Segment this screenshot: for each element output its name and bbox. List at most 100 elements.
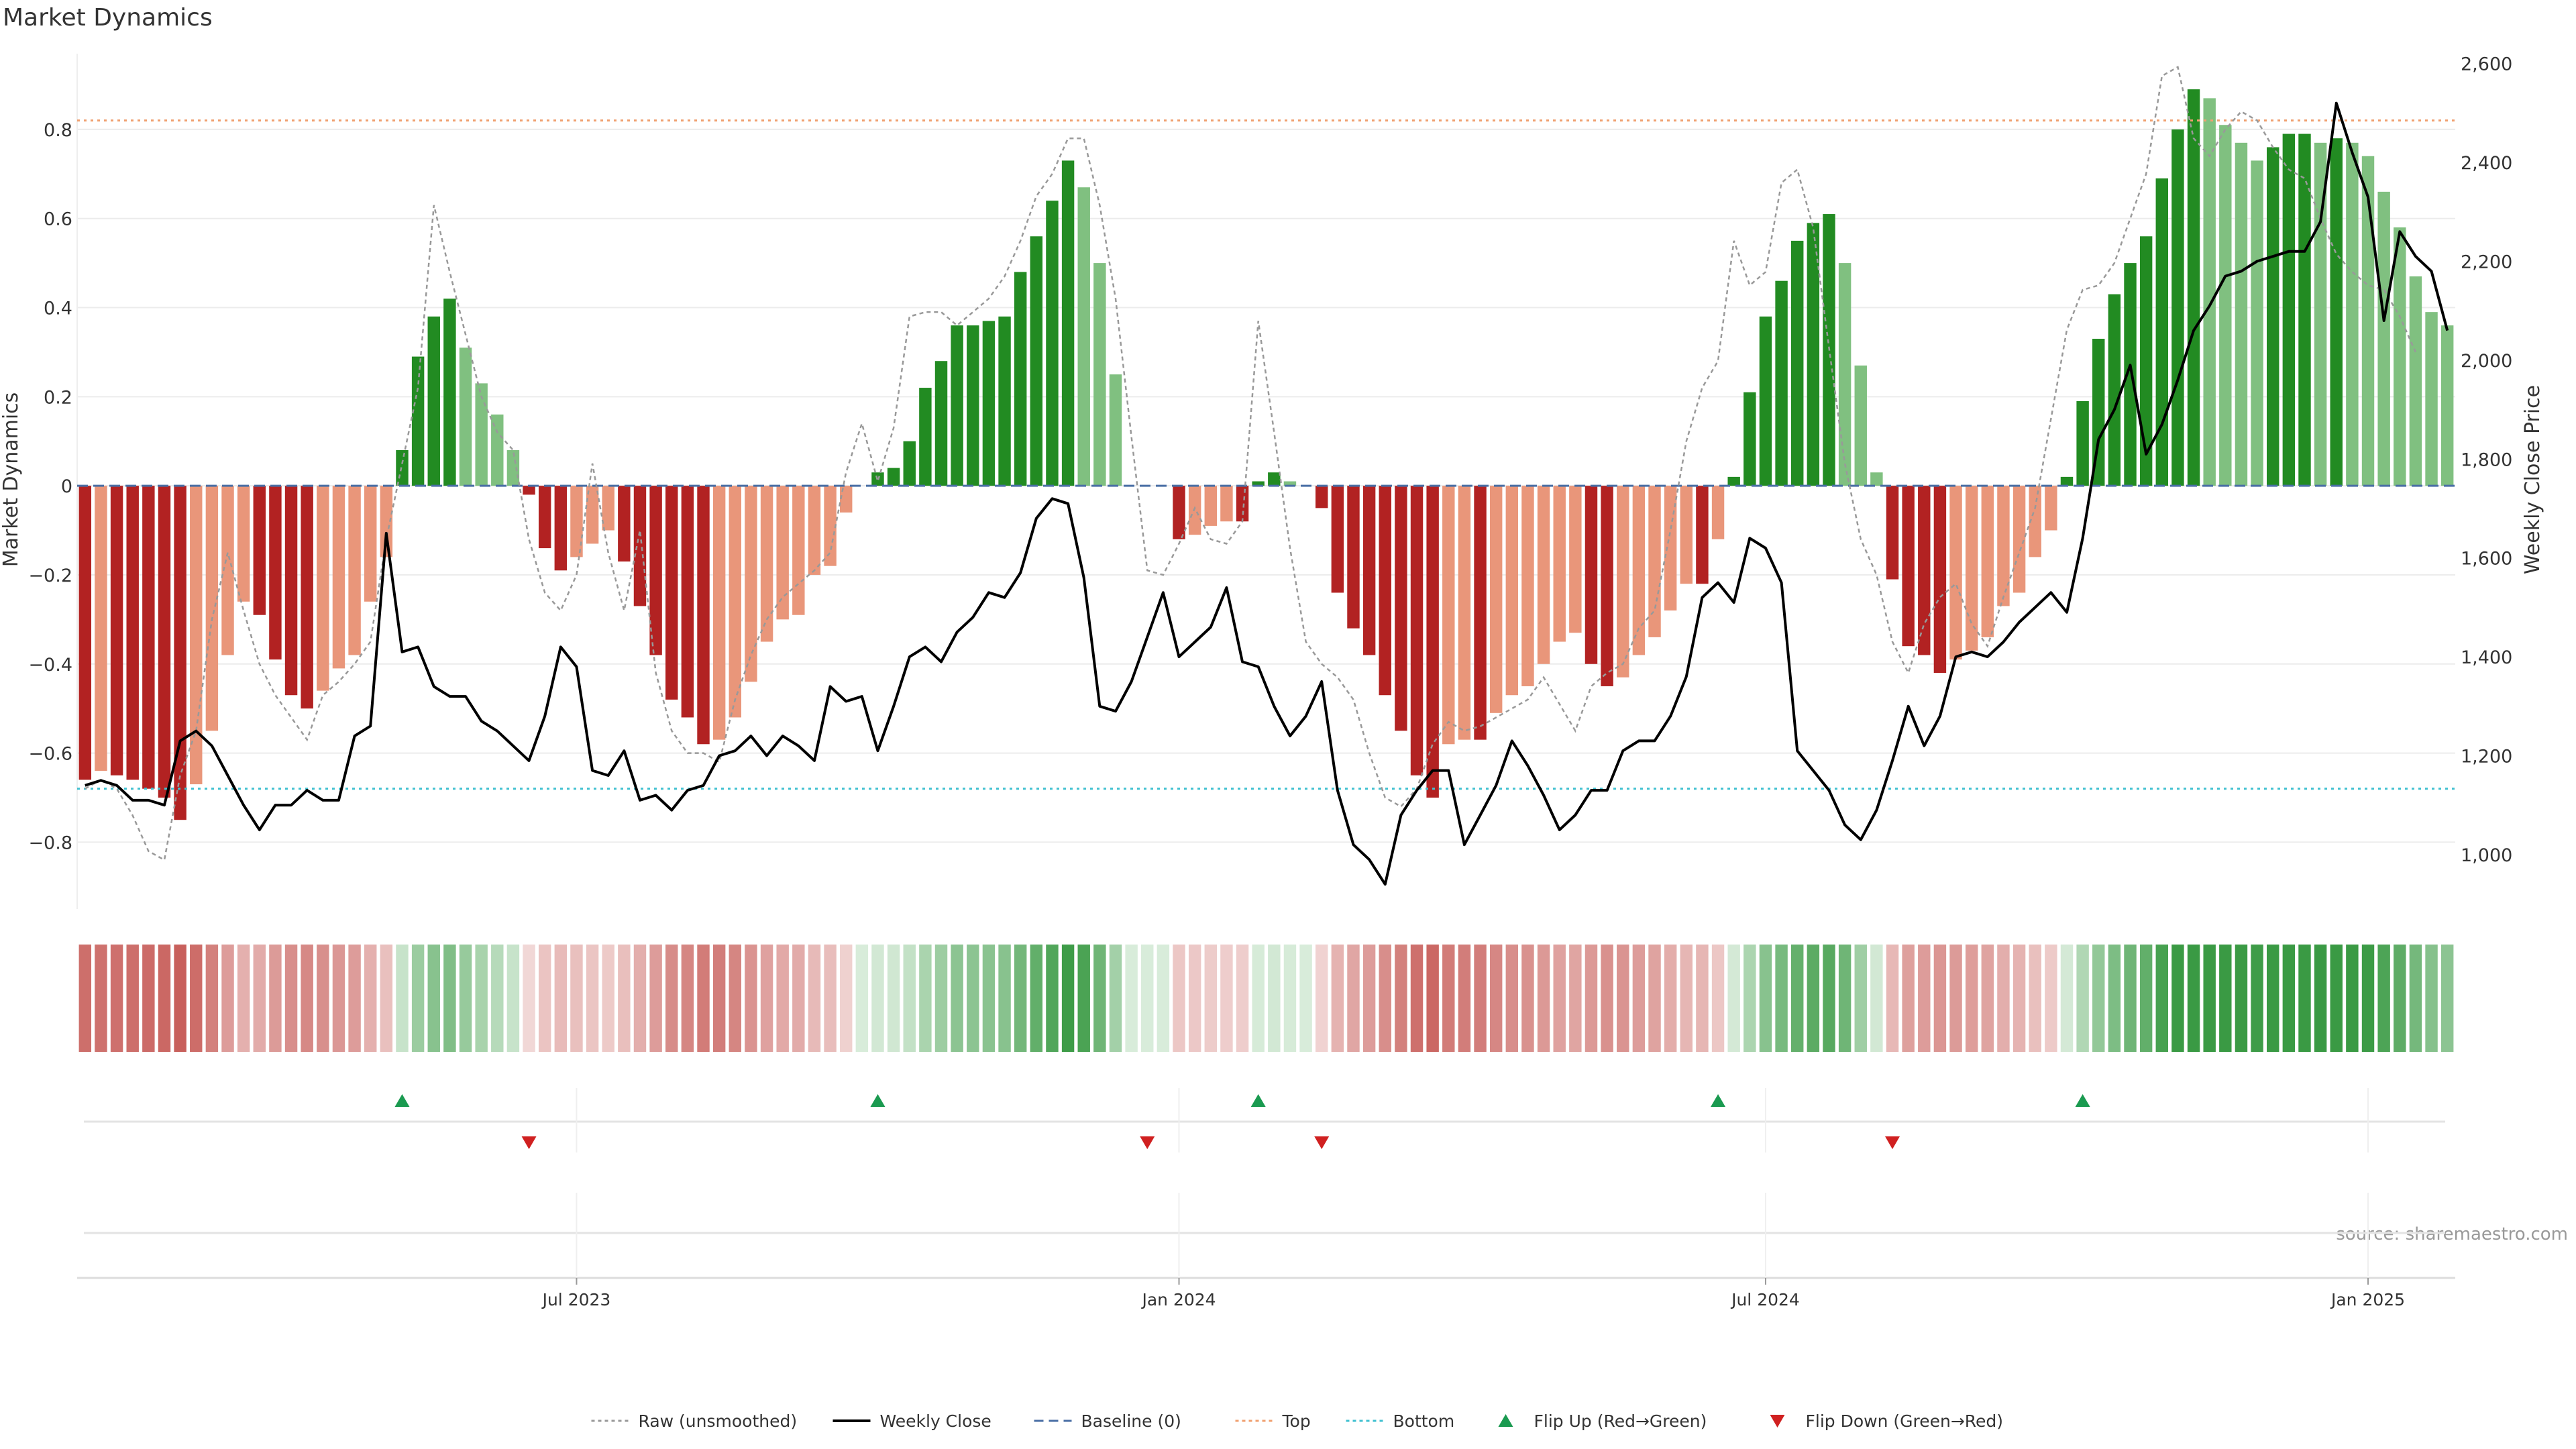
- bar: [1902, 486, 1915, 647]
- bar: [284, 486, 298, 696]
- bar: [396, 450, 409, 486]
- heat-cell: [903, 945, 916, 1052]
- bar: [2187, 89, 2200, 486]
- heat-cell: [760, 945, 773, 1052]
- heat-cell: [1537, 945, 1550, 1052]
- bar: [2346, 142, 2359, 486]
- heat-cell: [523, 945, 535, 1052]
- heat-cell: [396, 945, 409, 1052]
- bar: [1981, 486, 1994, 637]
- heat-cell: [1965, 945, 1978, 1052]
- heat-cell: [2045, 945, 2057, 1052]
- heat-cell: [1077, 945, 1090, 1052]
- heat-cell: [792, 945, 805, 1052]
- y-tick-label: 0.8: [44, 120, 72, 141]
- heat-cell: [951, 945, 963, 1052]
- bar: [1030, 236, 1043, 486]
- bar: [1696, 486, 1709, 584]
- legend-swatch: [1498, 1414, 1513, 1427]
- heat-cell: [253, 945, 266, 1052]
- bar: [2251, 160, 2263, 486]
- y2-tick-label: 2,400: [2461, 153, 2512, 174]
- bar: [2440, 325, 2454, 486]
- bar: [126, 486, 139, 780]
- bar: [1632, 486, 1646, 655]
- heat-cell: [1949, 945, 1962, 1052]
- bar: [1188, 486, 1201, 535]
- bar: [2409, 276, 2422, 486]
- heat-cell: [317, 945, 329, 1052]
- heat-cell: [2187, 945, 2200, 1052]
- bar: [427, 316, 440, 486]
- heat-cell: [1315, 945, 1328, 1052]
- legend-label: Flip Up (Red→Green): [1534, 1411, 1707, 1431]
- heat-cell: [2440, 945, 2454, 1052]
- bar: [205, 486, 219, 731]
- legend-label: Baseline (0): [1081, 1411, 1181, 1431]
- y-tick-label: −0.6: [28, 744, 72, 765]
- bar: [760, 486, 773, 642]
- bar: [1648, 486, 1661, 637]
- bar: [1601, 486, 1613, 686]
- source-note: source: sharemaestro.com: [2336, 1224, 2568, 1244]
- bar: [1331, 486, 1344, 593]
- heat-cell: [2298, 945, 2311, 1052]
- heat-cell: [1933, 945, 1947, 1052]
- bar: [1093, 263, 1106, 486]
- bar: [1790, 240, 1804, 486]
- heat-cell: [1854, 945, 1867, 1052]
- bar: [1585, 486, 1598, 664]
- heat-cell: [110, 945, 123, 1052]
- heat-cell: [1204, 945, 1218, 1052]
- heat-cell: [1379, 945, 1391, 1052]
- heat-cell: [697, 945, 710, 1052]
- heat-cell: [1014, 945, 1027, 1052]
- heat-cell: [1790, 945, 1804, 1052]
- bar: [2045, 486, 2057, 531]
- bar: [745, 486, 757, 682]
- bar: [1362, 486, 1376, 655]
- bar: [142, 486, 155, 789]
- heat-cell: [1347, 945, 1360, 1052]
- y-tick-label: −0.2: [28, 566, 72, 586]
- bar: [1949, 486, 1962, 660]
- bar: [2266, 147, 2279, 486]
- heat-cell: [1585, 945, 1598, 1052]
- bar: [792, 486, 805, 615]
- heat-cell: [934, 945, 948, 1052]
- bar: [633, 486, 647, 606]
- flip-down-marker: [521, 1136, 537, 1149]
- heat-cell: [982, 945, 996, 1052]
- heat-cell: [2346, 945, 2359, 1052]
- heat-cell: [2235, 945, 2248, 1052]
- heat-cell: [633, 945, 647, 1052]
- heat-cell: [1474, 945, 1487, 1052]
- bar: [269, 486, 282, 660]
- heat-cell: [1648, 945, 1661, 1052]
- bar: [2076, 400, 2089, 486]
- heat-cell: [665, 945, 678, 1052]
- bar: [1077, 187, 1090, 486]
- heat-cell: [284, 945, 298, 1052]
- bar: [190, 486, 203, 785]
- bar: [982, 321, 996, 486]
- bar: [1680, 486, 1693, 584]
- bar: [839, 486, 853, 513]
- heat-cell: [1442, 945, 1455, 1052]
- bar: [78, 486, 92, 780]
- heat-cell: [475, 945, 488, 1052]
- heat-cell: [2171, 945, 2184, 1052]
- bar: [332, 486, 345, 669]
- heat-cell: [1220, 945, 1233, 1052]
- bar: [1109, 374, 1122, 486]
- bar: [1854, 365, 1867, 486]
- bar: [491, 414, 504, 486]
- bar: [2171, 129, 2184, 486]
- bar: [506, 450, 520, 486]
- heat-cell: [205, 945, 219, 1052]
- legend-label: Bottom: [1393, 1411, 1455, 1431]
- heat-cell: [2076, 945, 2089, 1052]
- heat-cell: [618, 945, 631, 1052]
- bar: [538, 486, 551, 549]
- heat-cell: [1807, 945, 1820, 1052]
